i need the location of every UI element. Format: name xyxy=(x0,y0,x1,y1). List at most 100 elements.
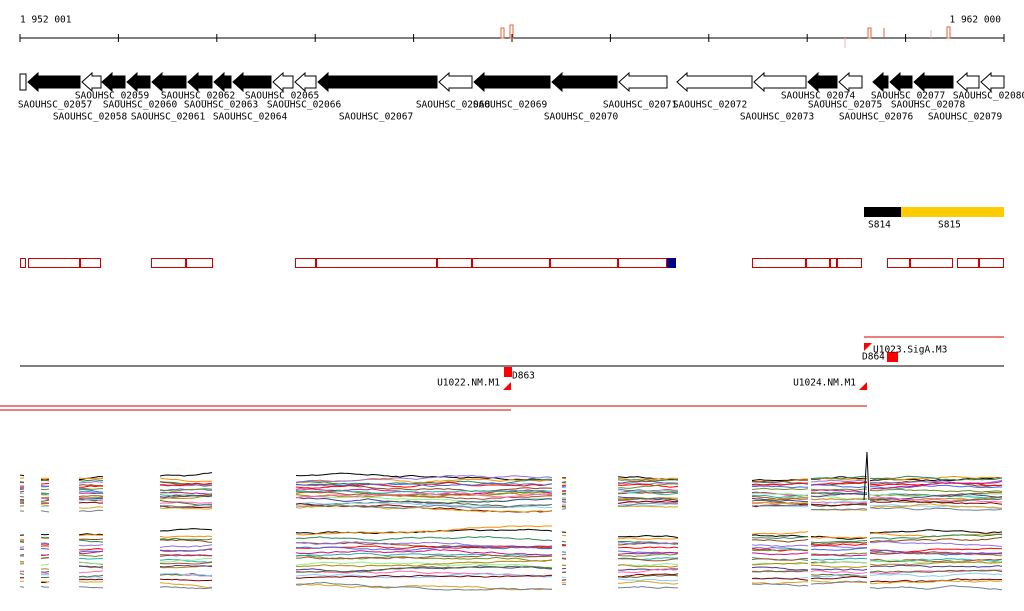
expression-line xyxy=(810,479,868,483)
expression-line xyxy=(159,582,213,589)
region-box xyxy=(837,258,862,268)
expression-line xyxy=(40,537,50,540)
expression-line xyxy=(617,478,679,482)
expression-line xyxy=(159,503,213,508)
expression-line xyxy=(810,535,868,540)
expression-line xyxy=(561,540,567,543)
expression-line xyxy=(751,552,809,556)
expression-line xyxy=(40,568,50,570)
expression-line xyxy=(561,508,567,510)
expression-line xyxy=(295,559,553,568)
expression-line xyxy=(40,545,50,547)
region-box xyxy=(186,258,213,268)
expression-line xyxy=(159,505,213,509)
expression-line xyxy=(751,547,809,551)
expression-line xyxy=(295,491,552,499)
expression-line xyxy=(78,498,104,502)
expression-line xyxy=(159,586,213,590)
expression-line xyxy=(869,541,1003,547)
expression-line xyxy=(810,580,868,584)
expression-line xyxy=(78,475,104,481)
expression-line xyxy=(751,557,809,561)
segment-label: S814 xyxy=(868,220,891,231)
gene-label: SAOUHSC_02058 xyxy=(53,112,128,123)
expression-line xyxy=(78,501,104,504)
expression-line xyxy=(561,493,567,496)
expression-line xyxy=(751,494,809,499)
expression-line xyxy=(751,495,809,501)
expression-line xyxy=(810,492,868,498)
expression-line xyxy=(19,546,25,548)
expression-line xyxy=(78,557,104,560)
expression-line xyxy=(810,495,868,501)
gene-arrow xyxy=(272,71,294,93)
feature-markers xyxy=(503,343,898,390)
gene-arrow xyxy=(213,71,232,93)
expression-line xyxy=(78,570,104,574)
expression-line xyxy=(19,541,25,543)
expression-line xyxy=(295,561,553,568)
expression-line xyxy=(617,500,679,504)
expression-line xyxy=(617,541,679,545)
expression-line xyxy=(40,557,50,559)
expression-line xyxy=(78,509,104,512)
expression-line xyxy=(295,554,553,562)
region-box xyxy=(618,258,667,268)
expression-track xyxy=(19,451,1003,591)
expression-line xyxy=(561,481,567,483)
expression-line xyxy=(617,502,679,507)
expression-line xyxy=(810,575,868,580)
expression-line xyxy=(295,505,553,513)
region-box xyxy=(472,258,550,268)
expression-line xyxy=(617,476,679,481)
expression-line xyxy=(19,548,25,550)
expression-line xyxy=(40,554,50,557)
expression-line xyxy=(78,506,104,509)
expression-line xyxy=(561,534,567,537)
gene-label: SAOUHSC_02060 xyxy=(103,100,178,111)
expression-line xyxy=(295,478,553,485)
gene-label: SAOUHSC_02062 xyxy=(161,91,235,102)
expression-line xyxy=(78,495,104,497)
gene-label: SAOUHSC_02063 xyxy=(184,100,258,111)
expression-line xyxy=(296,554,553,560)
region-marker xyxy=(667,258,676,268)
region-box xyxy=(910,258,953,268)
expression-line xyxy=(78,488,104,493)
expression-line xyxy=(751,479,809,483)
expression-line xyxy=(40,496,50,499)
expression-line xyxy=(295,581,553,591)
expression-line xyxy=(810,564,868,568)
expression-line xyxy=(40,510,50,513)
expression-line xyxy=(617,580,679,585)
expression-line xyxy=(810,554,868,557)
region-box xyxy=(752,258,806,268)
expression-line xyxy=(810,481,868,486)
expression-line xyxy=(78,480,104,484)
expression-line xyxy=(810,540,868,543)
expression-line xyxy=(810,498,868,501)
expression-line xyxy=(869,580,1003,585)
expression-line xyxy=(40,504,50,507)
expression-line xyxy=(617,483,679,488)
expression-line xyxy=(159,494,213,498)
expression-line xyxy=(752,539,809,543)
expression-line xyxy=(561,583,567,586)
expression-line xyxy=(617,483,679,489)
expression-line xyxy=(869,533,1003,540)
segment-s815 xyxy=(901,207,1004,217)
ruler-ticks xyxy=(19,34,1005,42)
gene-arrow xyxy=(294,71,317,93)
region-box xyxy=(887,258,910,268)
gene-label: SAOUHSC_02076 xyxy=(839,112,914,123)
expression-line xyxy=(869,558,1003,563)
expression-line xyxy=(295,549,553,556)
expression-line xyxy=(811,568,868,571)
gene-arrow xyxy=(807,71,838,93)
expression-line xyxy=(751,534,808,538)
expression-line xyxy=(617,557,679,562)
expression-line xyxy=(79,496,104,499)
expression-line xyxy=(78,544,104,547)
expression-line xyxy=(751,577,809,581)
expression-line xyxy=(159,554,213,557)
